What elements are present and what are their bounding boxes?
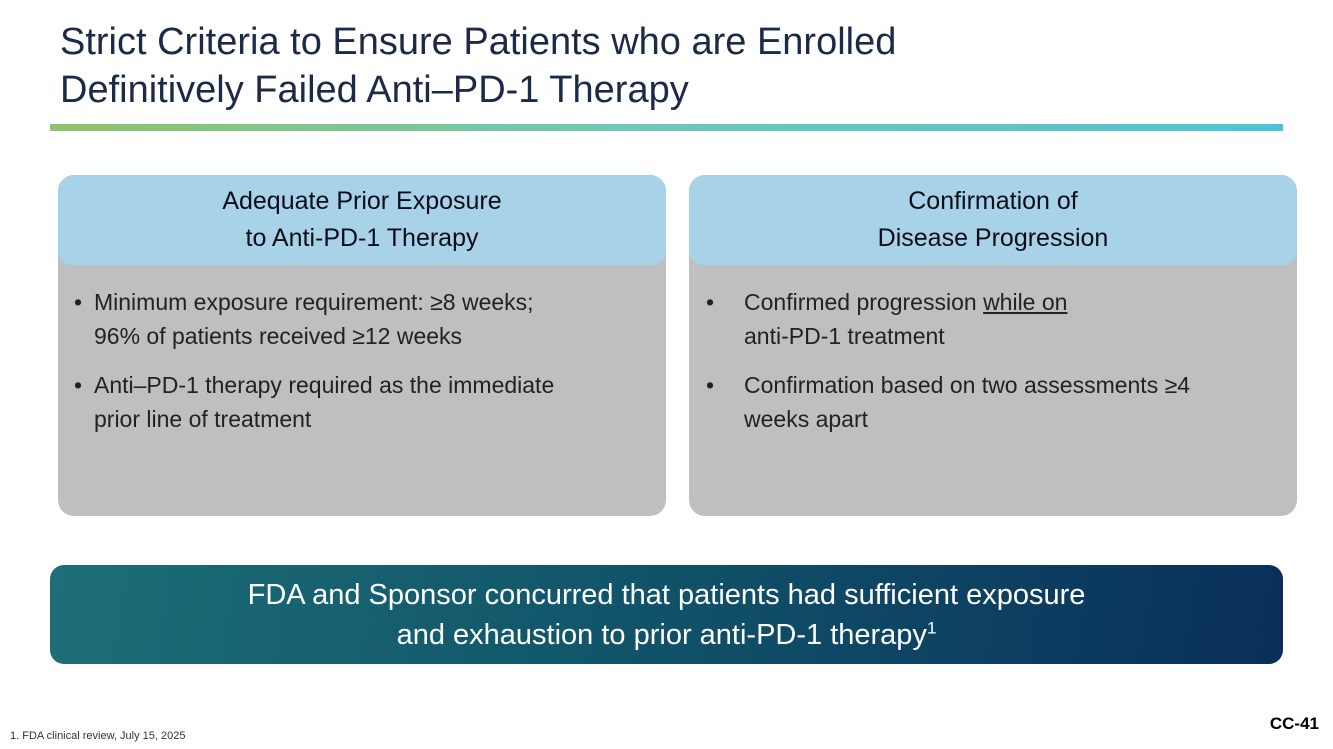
card-header: Confirmation of Disease Progression <box>689 175 1297 265</box>
slide-title-line-1: Strict Criteria to Ensure Patients who a… <box>60 21 897 63</box>
bullet-text-line-2: prior line of treatment <box>94 406 312 432</box>
bullet-text-line-2: weeks apart <box>744 406 869 432</box>
bullet-item: • Confirmed progression while on anti-PD… <box>705 285 1267 353</box>
bullet-text-line-1: Confirmed progression while on <box>744 285 1267 319</box>
bullet-dot: • <box>706 289 715 315</box>
bullet-text-line-1: Minimum exposure requirement: ≥8 weeks; <box>94 289 534 315</box>
bullet-text-line-1: Confirmation based on two assessments ≥4 <box>744 372 1191 398</box>
bullet-text-line-1: Anti–PD-1 therapy required as the immedi… <box>94 372 555 398</box>
slide-title-line-2: Definitively Failed Anti–PD-1 Therapy <box>60 69 689 111</box>
card-disease-progression: Confirmation of Disease Progression • Co… <box>689 175 1297 516</box>
bullet-dot: • <box>706 372 715 398</box>
bullet-text-line-2: 96% of patients received ≥12 weeks <box>94 323 463 349</box>
banner-line-1: FDA and Sponsor concurred that patients … <box>247 578 1086 611</box>
banner-line-2-text: and exhaustion to prior anti-PD-1 therap… <box>396 618 927 651</box>
slide-title: Strict Criteria to Ensure Patients who a… <box>60 18 1210 114</box>
card-header-line-1: Adequate Prior Exposure <box>222 187 502 215</box>
banner-line-2: and exhaustion to prior anti-PD-1 therap… <box>397 615 937 655</box>
bullet-item: • Confirmation based on two assessments … <box>705 368 1267 436</box>
title-divider <box>50 124 1283 131</box>
bullet-item: • Minimum exposure requirement: ≥8 weeks… <box>74 285 636 353</box>
card-header-line-2: to Anti-PD-1 Therapy <box>245 224 479 252</box>
card-body: • Confirmed progression while on anti-PD… <box>689 265 1297 436</box>
card-header: Adequate Prior Exposure to Anti-PD-1 The… <box>58 175 666 265</box>
conclusion-banner: FDA and Sponsor concurred that patients … <box>50 565 1283 664</box>
bullet-text-plain: Confirmed progression <box>744 289 984 315</box>
bullet-text-line-2: anti-PD-1 treatment <box>744 323 945 349</box>
slide-number: CC-41 <box>1269 714 1319 733</box>
bullet-item: • Anti–PD-1 therapy required as the imme… <box>74 368 636 436</box>
card-prior-exposure: Adequate Prior Exposure to Anti-PD-1 The… <box>58 175 666 516</box>
footnote-reference: 1 <box>926 617 937 637</box>
bullet-dot: • <box>74 289 83 315</box>
card-header-line-2: Disease Progression <box>877 224 1109 252</box>
card-body: • Minimum exposure requirement: ≥8 weeks… <box>58 265 666 436</box>
footnote: 1. FDA clinical review, July 15, 2025 <box>10 730 186 742</box>
card-header-line-1: Confirmation of <box>908 187 1078 215</box>
bullet-text-underlined: while on <box>983 289 1068 315</box>
bullet-dot: • <box>74 372 83 398</box>
